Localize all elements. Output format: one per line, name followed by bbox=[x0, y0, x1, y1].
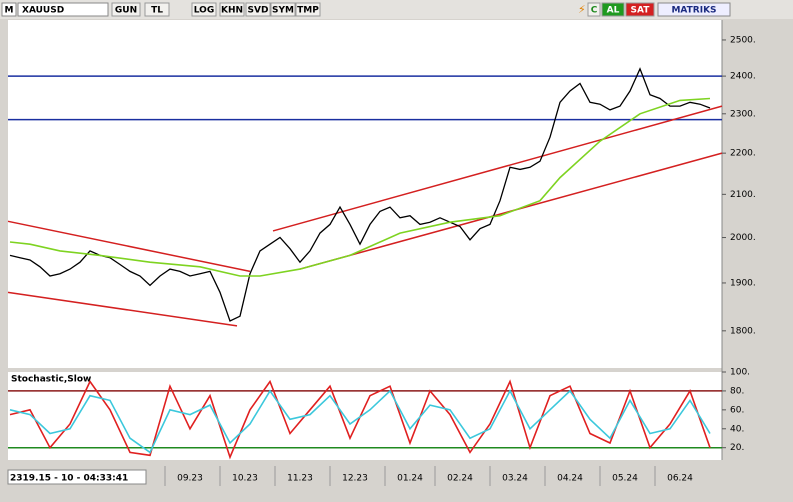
toolbar-button-label: GUN bbox=[115, 6, 137, 16]
y-tick-label: 20. bbox=[730, 443, 744, 453]
toolbar-button[interactable] bbox=[111, 2, 141, 17]
toolbar-button-label: SVD bbox=[248, 6, 269, 16]
y-tick-label: 60. bbox=[730, 405, 744, 415]
toolbar-button-label: KHN bbox=[221, 6, 243, 16]
symbol-icon-box[interactable] bbox=[1, 2, 17, 17]
y-tick-label: 2400. bbox=[730, 72, 756, 82]
toolbar-button[interactable] bbox=[295, 2, 321, 17]
toolbar-button[interactable] bbox=[245, 2, 271, 17]
y-tick-label: 1800. bbox=[730, 326, 756, 336]
y-tick-label: 40. bbox=[730, 424, 744, 434]
toolbar-button[interactable] bbox=[144, 2, 170, 17]
stochastic-plot bbox=[8, 372, 722, 460]
status-box bbox=[7, 469, 147, 485]
y-tick-label: 2300. bbox=[730, 109, 756, 119]
toolbar-button-label: TL bbox=[151, 6, 163, 16]
y-tick-label: 2000. bbox=[730, 233, 756, 243]
status-button[interactable] bbox=[625, 2, 655, 17]
series-line bbox=[9, 67, 711, 322]
x-tick-label: 01.24 bbox=[397, 474, 423, 484]
status-label: AL bbox=[607, 6, 620, 16]
toolbar-button-label: LOG bbox=[194, 6, 214, 16]
series-line bbox=[9, 389, 711, 454]
status-label: SAT bbox=[631, 6, 651, 16]
brand: MATRIKS bbox=[671, 6, 716, 16]
y-tick-label: 1900. bbox=[730, 278, 756, 288]
toolbar-button-label: SYM bbox=[272, 6, 294, 16]
y-tick-label: 2500. bbox=[730, 35, 756, 45]
status-button[interactable] bbox=[587, 2, 601, 17]
y-tick-label: 2100. bbox=[730, 190, 756, 200]
status-button[interactable] bbox=[601, 2, 625, 17]
toolbar-button-label: TMP bbox=[297, 6, 319, 16]
price-plot bbox=[8, 20, 722, 368]
x-tick-label: 02.24 bbox=[447, 474, 473, 484]
trend-line bbox=[7, 291, 238, 327]
symbol: XAUUSD bbox=[22, 6, 64, 16]
y-tick-label: 100. bbox=[730, 368, 750, 378]
y-tick-label: 2200. bbox=[730, 149, 756, 159]
toolbar-button[interactable] bbox=[191, 2, 217, 17]
x-tick-label: 06.24 bbox=[667, 474, 693, 484]
symbol-box[interactable] bbox=[17, 2, 109, 17]
x-tick-label: 03.24 bbox=[502, 474, 528, 484]
status-bar: 2319.15 - 10 - 04:33:41 bbox=[10, 474, 128, 484]
x-tick-label: 05.24 bbox=[612, 474, 638, 484]
trend-line bbox=[272, 105, 723, 232]
toolbar-button[interactable] bbox=[270, 2, 296, 17]
status-label: C bbox=[591, 6, 598, 16]
x-tick-label: 09.23 bbox=[177, 474, 203, 484]
x-tick-label: 10.23 bbox=[232, 474, 258, 484]
y-tick-label: 80. bbox=[730, 386, 744, 396]
panel-title: Stochastic,Slow bbox=[11, 375, 91, 385]
brand-box bbox=[657, 2, 731, 17]
toolbar-button[interactable] bbox=[219, 2, 245, 17]
trend-line bbox=[7, 220, 251, 273]
x-tick-label: 11.23 bbox=[287, 474, 313, 484]
icon: ⚡ bbox=[578, 3, 586, 16]
x-tick-label: 12.23 bbox=[342, 474, 368, 484]
symbol-icon: M bbox=[5, 6, 14, 16]
series-line bbox=[9, 97, 711, 277]
x-tick-label: 04.24 bbox=[557, 474, 583, 484]
